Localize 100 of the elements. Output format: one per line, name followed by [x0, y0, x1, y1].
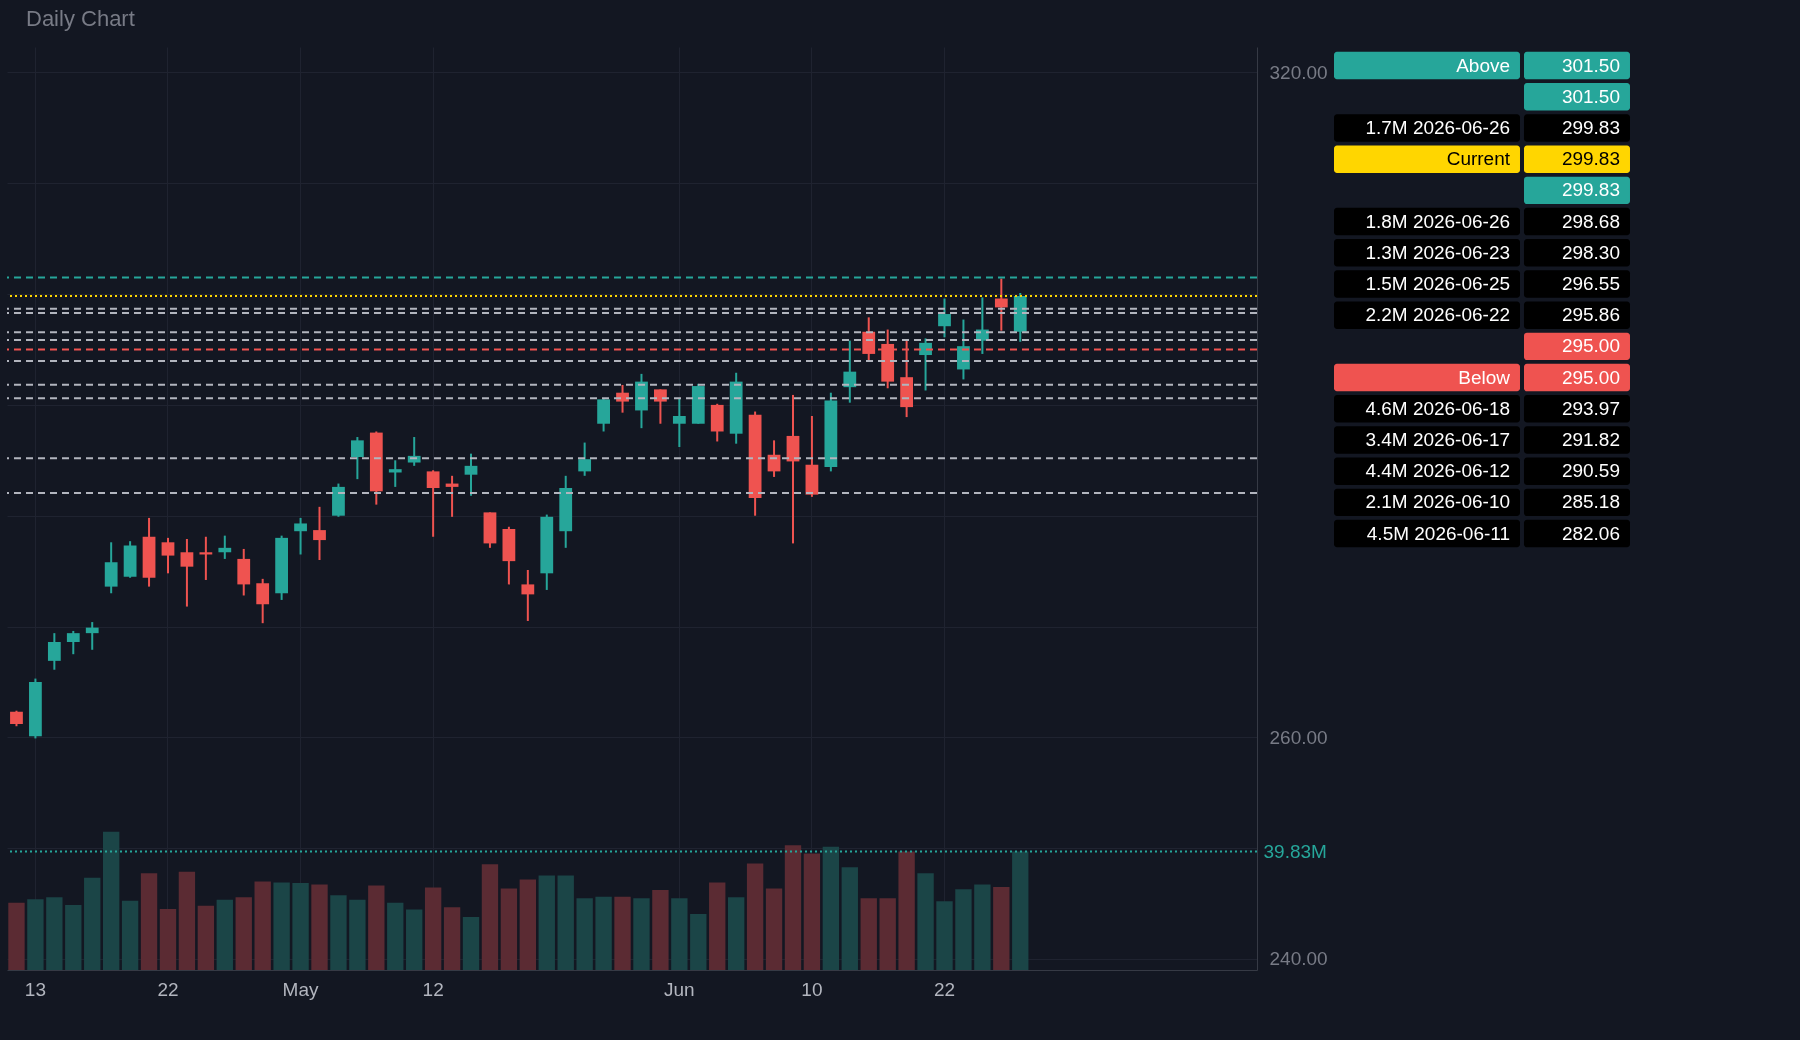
- data-label: 298.68: [1561, 210, 1620, 232]
- bar: [159, 908, 177, 970]
- candlestick: [521, 569, 535, 622]
- data-label: 293.97: [1561, 397, 1620, 419]
- bar: [1012, 851, 1029, 970]
- bar: [538, 875, 555, 970]
- bar: [406, 909, 423, 970]
- bar: [197, 905, 215, 970]
- candlestick: [464, 452, 478, 497]
- bar: [84, 877, 101, 970]
- bar: [65, 905, 82, 970]
- category-label: 2.1M 2026-06-10: [1365, 491, 1510, 513]
- category-label: 4.5M 2026-06-11: [1366, 522, 1510, 544]
- bar: [614, 896, 631, 970]
- bar: [690, 914, 707, 970]
- bar: [784, 845, 802, 970]
- candlestick: [313, 505, 326, 562]
- candlestick: [672, 397, 686, 448]
- data-label: 295.00: [1561, 335, 1620, 357]
- category-label: 3.4M 2026-06-17: [1365, 428, 1510, 450]
- candlestick: [66, 629, 80, 656]
- bar: [140, 873, 158, 970]
- category-label: 1.7M 2026-06-26: [1365, 117, 1510, 138]
- data-label: 291.82: [1561, 428, 1620, 450]
- data-label: 295.00: [1561, 366, 1620, 388]
- bar: [709, 882, 726, 970]
- candlestick: [919, 337, 932, 392]
- data-label: 285.18: [1561, 491, 1620, 513]
- category-label: 1.3M 2026-06-23: [1365, 241, 1510, 263]
- bar: [955, 889, 972, 970]
- data-label: 299.83: [1561, 148, 1620, 170]
- bar: [311, 884, 328, 970]
- x-tick-label: 22: [157, 978, 179, 1000]
- category-label: Above: [1456, 54, 1510, 76]
- bar: [633, 898, 650, 970]
- candlestick: [654, 388, 667, 425]
- bar: [898, 851, 915, 970]
- data-label: 299.83: [1561, 179, 1620, 201]
- y-tick-label: 240.00: [1269, 948, 1328, 970]
- bar: [879, 898, 896, 970]
- candlestick: [994, 277, 1008, 332]
- x-tick-label: 13: [24, 978, 46, 1000]
- bar: [178, 871, 196, 970]
- y2-tick-label: 39.83M: [1263, 840, 1327, 862]
- candlestick: [407, 436, 421, 467]
- bar: [765, 888, 783, 970]
- bar: [917, 873, 934, 970]
- bar: [936, 901, 953, 970]
- bar: [216, 899, 233, 970]
- bar: [671, 898, 688, 970]
- bar: [652, 889, 669, 970]
- chart-title: Daily Chart: [26, 6, 135, 31]
- bar: [500, 888, 518, 970]
- bar: [557, 875, 574, 970]
- candlestick: [47, 632, 61, 671]
- category-label: Current: [1446, 148, 1511, 170]
- candlestick: [218, 534, 232, 560]
- y-tick-label: 260.00: [1269, 726, 1328, 748]
- bar: [254, 881, 271, 970]
- candlestick: [85, 621, 99, 651]
- candlestick: [350, 436, 364, 481]
- bar: [27, 899, 44, 970]
- candlestick: [388, 459, 402, 488]
- data-label: 290.59: [1561, 460, 1620, 482]
- bar: [595, 896, 612, 970]
- candlestick: [199, 535, 213, 581]
- bar: [841, 867, 858, 970]
- x-tick-label: May: [282, 978, 319, 1000]
- bar: [102, 831, 120, 970]
- bar: [822, 846, 840, 970]
- data-label: 295.86: [1561, 304, 1620, 326]
- candlestick: [938, 297, 951, 339]
- data-label: 301.50: [1561, 85, 1620, 107]
- category-label: 1.8M 2026-06-26: [1365, 210, 1510, 232]
- bar: [443, 907, 461, 970]
- data-label: 298.30: [1561, 241, 1620, 263]
- category-label: 2.2M 2026-06-22: [1365, 304, 1510, 326]
- candlestick: [161, 536, 175, 575]
- bar: [8, 902, 25, 970]
- bar: [330, 895, 347, 970]
- candlestick: [578, 441, 592, 477]
- bar: [368, 885, 385, 970]
- x-tick-label: Jun: [664, 978, 695, 1000]
- bar: [860, 898, 877, 970]
- bar: [235, 897, 252, 970]
- candlestick: [843, 339, 857, 404]
- bar: [481, 864, 499, 970]
- candlestick: [180, 537, 194, 608]
- x-tick-label: 10: [801, 978, 823, 1000]
- y-tick-label: 320.00: [1269, 61, 1328, 83]
- category-label: 1.5M 2026-06-25: [1365, 272, 1510, 294]
- data-label: 282.06: [1561, 522, 1620, 544]
- category-label: 4.4M 2026-06-12: [1365, 460, 1510, 482]
- bar: [292, 883, 309, 970]
- candlestick: [426, 469, 440, 538]
- bar: [803, 853, 821, 970]
- bar: [974, 884, 991, 970]
- data-label: 299.83: [1561, 117, 1620, 138]
- bar: [121, 900, 139, 970]
- bar: [273, 882, 290, 970]
